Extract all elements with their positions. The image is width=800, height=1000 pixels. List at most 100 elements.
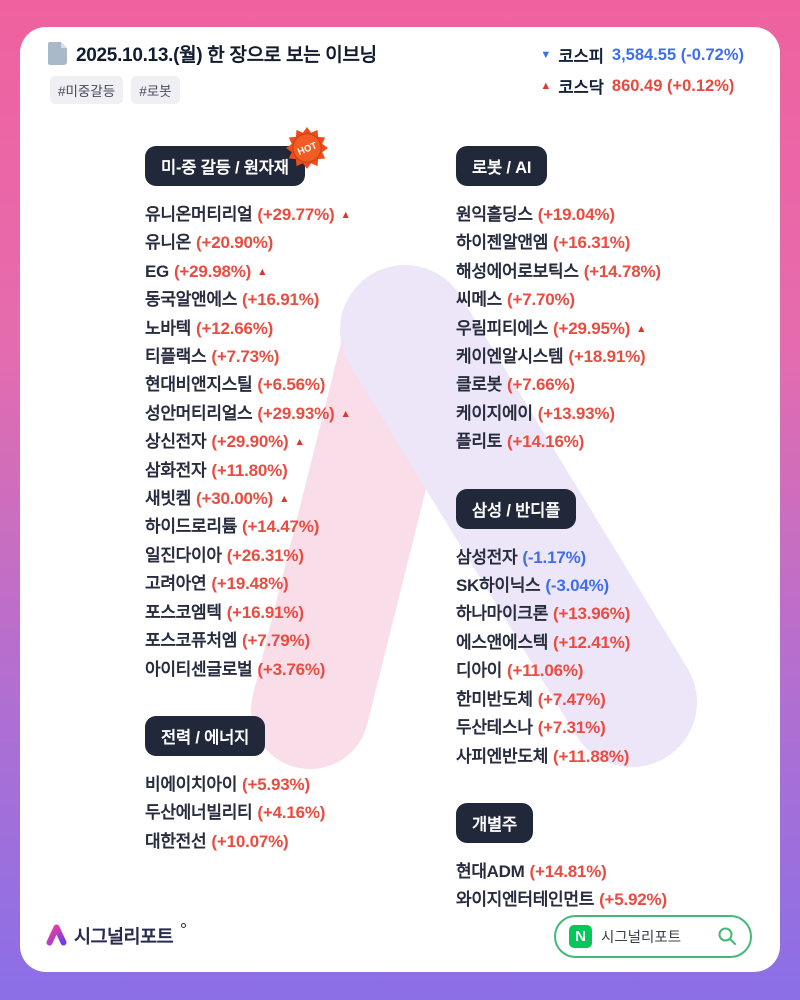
caret-logo-icon bbox=[46, 924, 67, 946]
section-header: 미-중 갈등 / 원자재 HOT bbox=[145, 127, 328, 186]
stock-list: 현대ADM (+14.81%) 와이지엔터테인먼트 (+5.92%) bbox=[456, 858, 761, 915]
index-value: 3,584.55 (-0.72%) bbox=[611, 45, 744, 64]
stock-name: 현대ADM bbox=[456, 861, 525, 881]
stock-row: 유니온 (+20.90%) bbox=[145, 229, 450, 257]
stock-row: 성안머티리얼스 (+29.93%) ▲ bbox=[145, 400, 450, 428]
stock-name: 케이엔알시스템 bbox=[456, 347, 564, 367]
stock-row: 원익홀딩스 (+19.04%) bbox=[456, 201, 761, 229]
stock-list: 유니온머티리얼 (+29.77%) ▲ 유니온 (+20.90%) EG (+29.98… bbox=[145, 201, 450, 684]
stock-row: 와이지엔터테인먼트 (+5.92%) bbox=[456, 886, 761, 914]
stock-row: 일진다이아 (+26.31%) bbox=[145, 542, 450, 570]
stock-name: 하이젠알앤엠 bbox=[456, 233, 549, 253]
stock-name: 와이지엔터테인먼트 bbox=[456, 890, 595, 910]
upper-limit-triangle-icon: ▲ bbox=[294, 436, 305, 449]
stock-name: 에스앤에스텍 bbox=[456, 632, 549, 652]
stock-change: (+7.70%) bbox=[507, 290, 575, 310]
stock-name: 하이드로리튬 bbox=[145, 517, 238, 537]
stock-name: 노바텍 bbox=[145, 318, 192, 338]
brand-name: 시그널리포트 bbox=[74, 926, 174, 947]
left-column: 미-중 갈등 / 원자재 HOT 유니온머티리얼 (+29.77%) ▲ 유니온 (+… bbox=[145, 127, 450, 862]
section-header: 전력 / 에너지 bbox=[145, 715, 266, 756]
stock-change: (+12.41%) bbox=[553, 632, 631, 652]
stock-row: 비에이치아이 (+5.93%) bbox=[145, 771, 450, 799]
stock-row: 한미반도체 (+7.47%) bbox=[456, 686, 761, 714]
stock-row: 유니온머티리얼 (+29.77%) ▲ bbox=[145, 201, 450, 229]
stock-change: (+6.56%) bbox=[257, 375, 326, 395]
stock-row: 노바텍 (+12.66%) bbox=[145, 315, 450, 343]
stock-row: 케이엔알시스템 (+18.91%) bbox=[456, 343, 761, 371]
upper-limit-triangle-icon: ▲ bbox=[279, 493, 290, 506]
stock-change: (+29.95%) bbox=[553, 318, 631, 338]
hot-badge-icon: HOT bbox=[285, 127, 328, 169]
search-query-text: 시그널리포트 bbox=[601, 929, 682, 946]
stock-change: (+16.91%) bbox=[242, 290, 320, 310]
stock-name: 일진다이아 bbox=[145, 545, 222, 565]
stock-row: 포스코엠텍 (+16.91%) bbox=[145, 599, 450, 627]
stock-row: 하나마이크론 (+13.96%) bbox=[456, 600, 761, 628]
stock-name: 케이지에이 bbox=[456, 403, 533, 423]
stock-change: (+7.47%) bbox=[537, 689, 606, 709]
stock-name: 플리토 bbox=[456, 432, 503, 452]
stock-row: 사피엔반도체 (+11.88%) bbox=[456, 743, 761, 771]
stock-name: 포스코퓨처엠 bbox=[145, 631, 238, 651]
stock-row: 현대ADM (+14.81%) bbox=[456, 858, 761, 886]
stock-name: 현대비앤지스틸 bbox=[145, 375, 253, 395]
stock-row: 삼성전자 (-1.17%) bbox=[456, 544, 761, 572]
stock-row: 플리토 (+14.16%) bbox=[456, 428, 761, 456]
right-column: 로봇 / AI 원익홀딩스 (+19.04%) 하이젠알앤엠 (+16.31%) 해… bbox=[456, 146, 761, 921]
index-name: 코스닥 bbox=[558, 79, 604, 97]
down-triangle-icon: ▼ bbox=[540, 49, 552, 61]
naver-search-bar[interactable]: N 시그널리포트 bbox=[554, 914, 752, 958]
stock-name: 상신전자 bbox=[145, 432, 207, 452]
tag-chip: #미중갈등 bbox=[50, 76, 124, 104]
stock-row: 동국알앤에스 (+16.91%) bbox=[145, 286, 450, 314]
stock-name: 두산에너빌리티 bbox=[145, 803, 253, 823]
header: 2025.10.13.(월) 한 장으로 보는 이브닝 #미중갈등 #로봇 bbox=[48, 40, 377, 104]
stock-change: (+19.04%) bbox=[537, 205, 615, 224]
stock-name: 유니온 bbox=[145, 233, 192, 253]
stock-change: (+11.80%) bbox=[211, 460, 288, 480]
stock-change: (+5.92%) bbox=[599, 890, 667, 910]
stock-change: (+20.90%) bbox=[196, 233, 274, 253]
brand-mark-icon bbox=[181, 923, 187, 928]
stock-name: 포스코엠텍 bbox=[145, 602, 222, 622]
stock-list: 원익홀딩스 (+19.04%) 하이젠알앤엠 (+16.31%) 해성에어로보틱스(… bbox=[456, 201, 761, 457]
stock-row: 티플랙스 (+7.73%) bbox=[145, 343, 450, 371]
stock-name: 대한전선 bbox=[145, 831, 207, 851]
stock-row: 하이드로리튬 (+14.47%) bbox=[145, 513, 450, 541]
stock-row: 케이지에이 (+13.93%) bbox=[456, 400, 761, 428]
stock-row: SK하이닉스 (-3.04%) bbox=[456, 572, 761, 600]
stock-name: 한미반도체 bbox=[456, 689, 533, 709]
stock-name: EG bbox=[145, 261, 169, 281]
stock-row: 클로봇 (+7.66%) bbox=[456, 371, 761, 399]
stock-change: (+14.47%) bbox=[242, 517, 320, 537]
kospi-row: ▼ 코스피 3,584.55 (-0.72%) bbox=[540, 43, 744, 67]
naver-icon: N bbox=[569, 924, 592, 948]
stock-row: 두산에너빌리티 (+4.16%) bbox=[145, 799, 450, 827]
stock-change: (-1.17%) bbox=[522, 547, 586, 567]
stock-name: SK하이닉스 bbox=[456, 576, 541, 596]
stock-change: (+29.98%) bbox=[173, 261, 252, 281]
kosdaq-row: ▲ 코스닥 860.49 (+0.12%) bbox=[540, 74, 744, 98]
stock-name: 하나마이크론 bbox=[456, 604, 549, 624]
stock-change: (+7.66%) bbox=[507, 375, 575, 395]
section-badge: 개별주 bbox=[456, 802, 533, 843]
stock-change: (+29.93%) bbox=[257, 403, 335, 423]
stock-name: 해성에어로보틱스 bbox=[456, 261, 579, 281]
section-badge: 전력 / 에너지 bbox=[145, 715, 266, 756]
stock-change: (+13.93%) bbox=[537, 403, 615, 423]
stock-row: 해성에어로보틱스 (+14.78%) bbox=[456, 258, 761, 286]
stock-name: 유니온머티리얼 bbox=[145, 205, 253, 224]
stock-change: (+16.91%) bbox=[226, 602, 304, 622]
report-card: 2025.10.13.(월) 한 장으로 보는 이브닝 #미중갈등 #로봇 ▼ … bbox=[20, 27, 780, 972]
stock-row: 삼화전자 (+11.80%) bbox=[145, 457, 450, 485]
stock-name: 비에이치아이 bbox=[145, 774, 238, 794]
search-icon[interactable] bbox=[717, 926, 737, 946]
stock-name: 씨메스 bbox=[456, 290, 503, 310]
tag-chip: #로봇 bbox=[131, 76, 180, 104]
stock-name: 동국알앤에스 bbox=[145, 290, 238, 310]
stock-list: 삼성전자 (-1.17%) SK하이닉스 (-3.04%) 하나마이크론 (+13.9… bbox=[456, 544, 761, 771]
section-badge: 삼성 / 반디플 bbox=[456, 488, 577, 529]
stock-row: 현대비앤지스틸 (+6.56%) bbox=[145, 371, 450, 399]
stock-row: 새빗켐 (+30.00%) ▲ bbox=[145, 485, 450, 513]
